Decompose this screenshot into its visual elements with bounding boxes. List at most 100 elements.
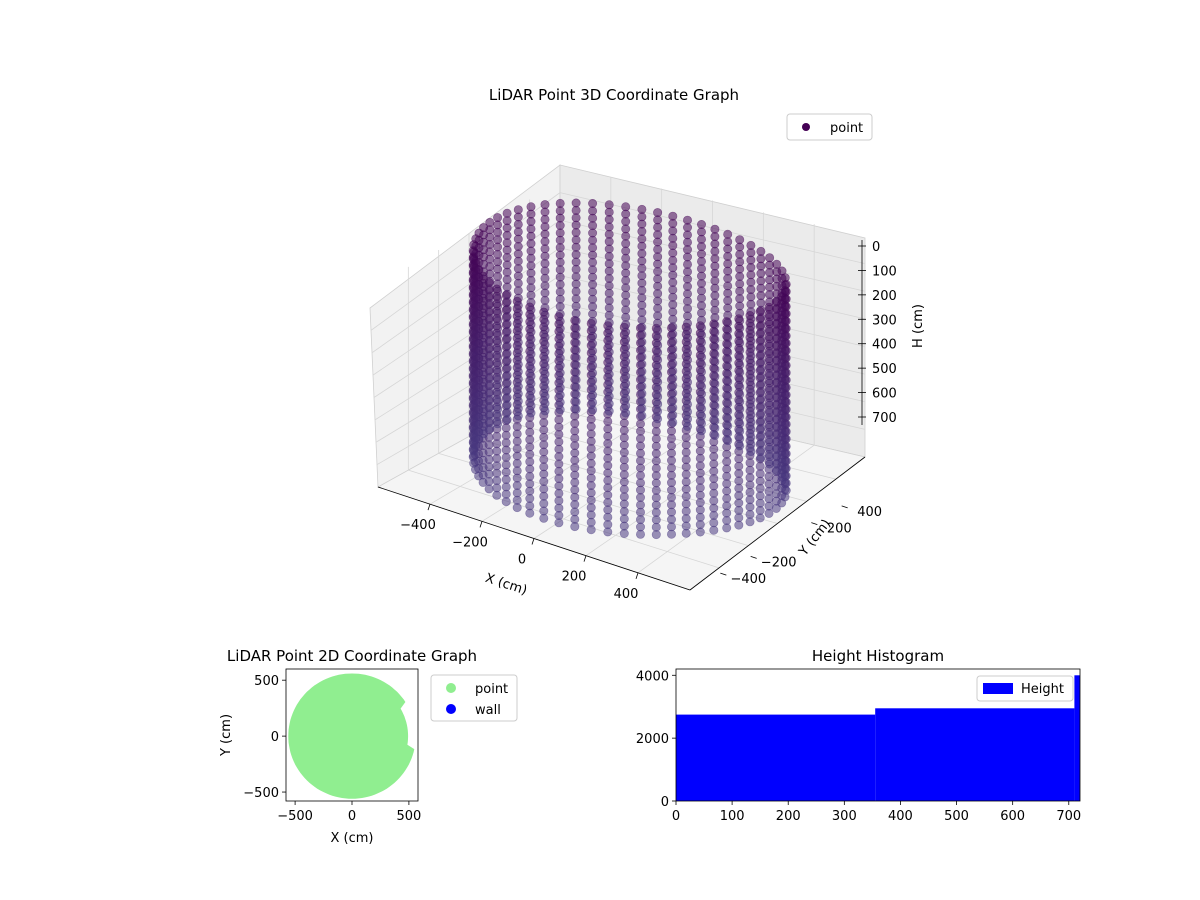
histogram-title: Height Histogram bbox=[812, 647, 944, 665]
chart-3d-point-cloud bbox=[468, 198, 791, 540]
x-tick-label: 200 bbox=[776, 809, 801, 824]
x-tick bbox=[583, 555, 587, 562]
y-tick bbox=[750, 555, 757, 559]
data-point bbox=[735, 441, 745, 451]
z-tick-label: 300 bbox=[872, 313, 897, 328]
y-tick-label: 400 bbox=[857, 505, 882, 520]
chart-3d-y-ticks: −400 −200 200 400 bbox=[720, 505, 882, 587]
data-point bbox=[492, 490, 502, 500]
chart-2d-legend-marker-wall bbox=[446, 704, 456, 714]
data-point bbox=[696, 426, 706, 436]
x-tick-label: 400 bbox=[614, 587, 639, 602]
data-point bbox=[651, 530, 661, 540]
data-point bbox=[668, 417, 678, 427]
x-tick-label: 300 bbox=[832, 809, 857, 824]
histogram-legend: Height bbox=[976, 675, 1074, 702]
data-point bbox=[502, 415, 512, 425]
z-tick-label: 100 bbox=[872, 264, 897, 279]
x-tick-label: −400 bbox=[400, 518, 436, 533]
data-point bbox=[653, 414, 663, 424]
data-point bbox=[479, 429, 489, 439]
histogram-x-ticks: 0 100 200 300 400 500 600 700 bbox=[672, 801, 1081, 824]
data-point bbox=[734, 520, 744, 530]
data-point bbox=[710, 430, 720, 440]
data-point bbox=[586, 525, 596, 535]
data-point bbox=[695, 527, 705, 537]
data-point bbox=[666, 529, 676, 539]
y-tick-label: 0 bbox=[271, 730, 279, 745]
z-tick-label: 400 bbox=[872, 338, 897, 353]
x-tick-label: 0 bbox=[672, 809, 680, 824]
data-point bbox=[570, 522, 580, 532]
chart-2d-legend: point wall bbox=[430, 674, 518, 722]
x-tick-label: −500 bbox=[277, 809, 313, 824]
chart-2d-x-ticks: −500 0 500 bbox=[277, 801, 421, 824]
chart-2d-legend-label-point: point bbox=[475, 682, 508, 697]
histogram-bar bbox=[676, 714, 876, 801]
data-point bbox=[722, 523, 732, 533]
data-point bbox=[512, 503, 522, 513]
x-tick-label: 200 bbox=[562, 570, 587, 585]
histogram-y-ticks: 0 2000 4000 bbox=[636, 669, 676, 810]
x-tick-label: 400 bbox=[888, 809, 913, 824]
chart-2d-point-area bbox=[288, 673, 415, 799]
data-point bbox=[746, 447, 756, 457]
chart-3d: LiDAR Point 3D Coordinate Graph −400 −200… bbox=[369, 86, 926, 602]
chart-2d: LiDAR Point 2D Coordinate Graph −500 0 500… bbox=[219, 647, 518, 846]
chart-2d-x-label: X (cm) bbox=[331, 831, 374, 846]
y-tick bbox=[841, 505, 848, 509]
data-point bbox=[539, 513, 549, 523]
chart-2d-y-ticks: −500 0 500 bbox=[243, 674, 286, 801]
data-point bbox=[571, 404, 581, 414]
y-tick-label: −200 bbox=[761, 555, 797, 570]
y-tick-label: 500 bbox=[254, 674, 279, 689]
data-point bbox=[525, 508, 535, 518]
chart-2d-y-label: Y (cm) bbox=[219, 714, 234, 757]
y-tick-label: 0 bbox=[661, 795, 669, 810]
chart-2d-legend-marker-point bbox=[446, 683, 456, 693]
y-tick bbox=[720, 572, 727, 576]
chart-2d-legend-label-wall: wall bbox=[475, 703, 501, 718]
histogram-bars bbox=[676, 675, 1080, 801]
data-point bbox=[756, 453, 766, 463]
chart-3d-legend-box bbox=[786, 113, 873, 141]
z-tick-label: 500 bbox=[872, 362, 897, 377]
chart-3d-legend-marker bbox=[802, 123, 810, 131]
x-tick-label: 100 bbox=[720, 809, 745, 824]
data-point bbox=[554, 518, 564, 528]
data-point bbox=[588, 405, 598, 415]
data-point bbox=[772, 466, 782, 476]
data-point bbox=[603, 527, 613, 537]
z-tick-label: 200 bbox=[872, 289, 897, 304]
data-point bbox=[764, 508, 774, 518]
x-tick-label: 0 bbox=[518, 553, 526, 568]
data-point bbox=[478, 477, 488, 487]
chart-3d-x-label: X (cm) bbox=[483, 571, 529, 599]
histogram-plot-frame bbox=[675, 668, 1081, 802]
data-point bbox=[765, 459, 775, 469]
data-point bbox=[604, 406, 614, 416]
x-tick-label: 600 bbox=[1000, 809, 1025, 824]
histogram-legend-swatch bbox=[983, 683, 1013, 694]
chart-3d-y-axis bbox=[689, 456, 866, 591]
data-point bbox=[709, 525, 719, 535]
x-tick bbox=[635, 572, 639, 579]
x-tick-label: 500 bbox=[944, 809, 969, 824]
chart-3d-legend-label: point bbox=[830, 121, 863, 136]
data-point bbox=[526, 408, 536, 418]
chart-3d-title: LiDAR Point 3D Coordinate Graph bbox=[489, 86, 739, 104]
data-point bbox=[777, 472, 787, 482]
data-point bbox=[619, 528, 629, 538]
data-point bbox=[485, 424, 495, 434]
data-point bbox=[637, 411, 647, 421]
data-point bbox=[723, 436, 733, 446]
y-tick-label: 2000 bbox=[636, 732, 669, 747]
y-tick bbox=[811, 522, 818, 526]
z-tick-label: 600 bbox=[872, 387, 897, 402]
data-point bbox=[681, 528, 691, 538]
y-tick-label: −500 bbox=[243, 786, 279, 801]
data-point bbox=[755, 513, 765, 523]
chart-2d-title: LiDAR Point 2D Coordinate Graph bbox=[227, 647, 477, 665]
data-point bbox=[493, 419, 503, 429]
